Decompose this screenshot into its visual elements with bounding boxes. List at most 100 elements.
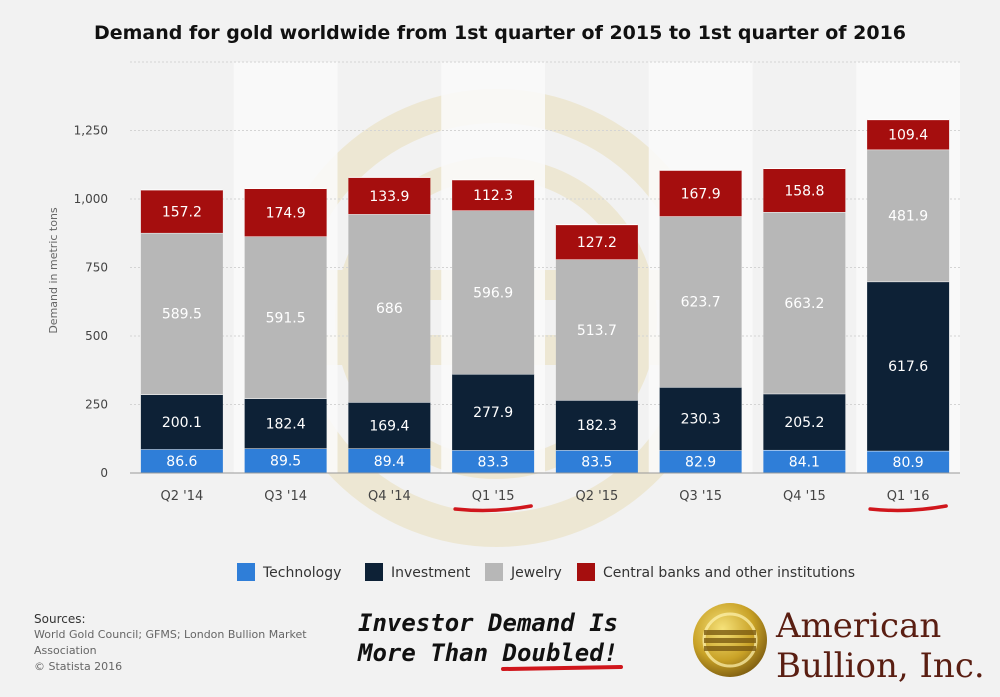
- data-label: 617.6: [888, 359, 928, 375]
- data-label: 182.4: [266, 416, 306, 432]
- bar-segment: [555, 450, 638, 473]
- legend-label: Investment: [391, 565, 471, 581]
- data-label: 83.3: [478, 455, 509, 471]
- y-tick-label: 500: [85, 329, 108, 343]
- bar-segment: [452, 450, 535, 473]
- legend-label: Central banks and other institutions: [603, 565, 855, 581]
- data-label: 157.2: [162, 204, 202, 220]
- bar-segment: [659, 450, 742, 473]
- data-label: 169.4: [369, 418, 409, 434]
- bar-segment: [140, 394, 223, 450]
- bar-segment: [867, 281, 950, 451]
- legend-swatch: [365, 563, 383, 581]
- legend-swatch: [577, 563, 595, 581]
- bar-segment: [763, 449, 846, 473]
- data-label: 89.4: [374, 454, 405, 470]
- data-label: 589.5: [162, 307, 202, 323]
- data-label: 200.1: [162, 415, 202, 431]
- data-label: 481.9: [888, 209, 928, 225]
- bar-segment: [763, 212, 846, 394]
- x-tick-label: Q3 '14: [264, 489, 307, 504]
- bar-segment: [763, 168, 846, 213]
- bar-segment: [244, 188, 327, 237]
- bar-segment: [555, 224, 638, 260]
- data-label: 167.9: [681, 186, 721, 202]
- data-label: 277.9: [473, 405, 513, 421]
- bar-segment: [555, 259, 638, 401]
- data-label: 82.9: [685, 455, 716, 471]
- data-label: 513.7: [577, 323, 617, 339]
- data-label: 686: [376, 301, 403, 317]
- highlight-underline: [453, 504, 533, 513]
- data-label: 127.2: [577, 235, 617, 251]
- data-label: 84.1: [789, 454, 820, 470]
- bar-segment: [763, 393, 846, 450]
- data-label: 158.8: [784, 183, 824, 199]
- x-tick-label: Q2 '14: [160, 489, 203, 504]
- chart-title: Demand for gold worldwide from 1st quart…: [93, 22, 907, 44]
- data-label: 205.2: [784, 415, 824, 431]
- bar-segment: [555, 400, 638, 451]
- bar-segment: [867, 149, 950, 282]
- x-tick-label: Q4 '15: [783, 489, 826, 504]
- legend: Technology Investment Jewelry Central banks…: [237, 563, 855, 581]
- y-tick-label: 1,000: [74, 192, 108, 206]
- legend-swatch: [237, 563, 255, 581]
- promo-line2-prefix: More Than: [358, 639, 503, 667]
- data-label: 230.3: [681, 412, 721, 428]
- brand-line1: American: [776, 606, 942, 646]
- promo-text: Investor Demand Is More Than Doubled!: [358, 608, 658, 668]
- sources-line1: World Gold Council; GFMS; London Bullion…: [34, 628, 307, 657]
- y-axis-label: Demand in metric tons: [47, 207, 60, 334]
- x-tick-label: Q1 '16: [887, 489, 930, 504]
- chart-svg: 86.6 200.1 589.5 157.2 89.5 182.4 591.5 174.9 89…: [47, 61, 960, 581]
- bar-segment: [244, 448, 327, 473]
- bar-segment: [452, 179, 535, 211]
- promo-line2-word: Doubled!: [502, 639, 619, 667]
- sources-line2: © Statista 2016: [34, 660, 123, 673]
- promo-line2: More Than Doubled!: [358, 638, 658, 668]
- data-label: 623.7: [681, 295, 721, 311]
- bar-segment: [348, 402, 431, 449]
- x-tick-label: Q2 '15: [575, 489, 618, 504]
- y-tick-label: 250: [85, 398, 108, 412]
- bar-segment: [140, 189, 223, 233]
- axes: 0 250 500 750 1,000 1,250 Demand in metric ton…: [47, 124, 960, 513]
- legend-swatch: [485, 563, 503, 581]
- bar-segment: [140, 449, 223, 473]
- data-label: 109.4: [888, 128, 928, 144]
- data-label: 83.5: [581, 455, 612, 471]
- brand-name: American Bullion, Inc.: [776, 606, 985, 686]
- bars: 86.6 200.1 589.5 157.2 89.5 182.4 591.5 174.9 89…: [140, 119, 950, 473]
- highlight-underline: [868, 504, 948, 513]
- data-label: 80.9: [893, 455, 924, 471]
- bar-segment: [244, 236, 327, 399]
- data-label: 174.9: [266, 205, 306, 221]
- data-label: 133.9: [369, 189, 409, 205]
- legend-label: Jewelry: [510, 565, 562, 581]
- coin-logo-icon: [693, 603, 767, 677]
- data-label: 86.6: [166, 454, 197, 470]
- bar-segment: [452, 374, 535, 451]
- bar-segment: [867, 450, 950, 473]
- bar-segment: [140, 232, 223, 395]
- sources: Sources: World Gold Council; GFMS; Londo…: [34, 611, 334, 675]
- data-label: 112.3: [473, 188, 513, 204]
- data-label: 596.9: [473, 285, 513, 301]
- sources-title: Sources:: [34, 612, 86, 626]
- bar-segment: [348, 448, 431, 473]
- y-tick-label: 1,250: [74, 124, 108, 138]
- data-label: 182.3: [577, 418, 617, 434]
- x-tick-label: Q4 '14: [368, 489, 411, 504]
- bar-segment: [244, 398, 327, 449]
- y-tick-label: 750: [85, 261, 108, 275]
- y-tick-label: 0: [100, 466, 108, 480]
- bar-segment: [867, 119, 950, 150]
- bar-segment: [659, 170, 742, 217]
- x-tick-label: Q3 '15: [679, 489, 722, 504]
- bar-segment: [659, 387, 742, 451]
- data-label: 89.5: [270, 454, 301, 470]
- promo-line1: Investor Demand Is: [358, 609, 619, 637]
- bar-segment: [659, 216, 742, 388]
- brand-line2: Bullion, Inc.: [776, 646, 985, 686]
